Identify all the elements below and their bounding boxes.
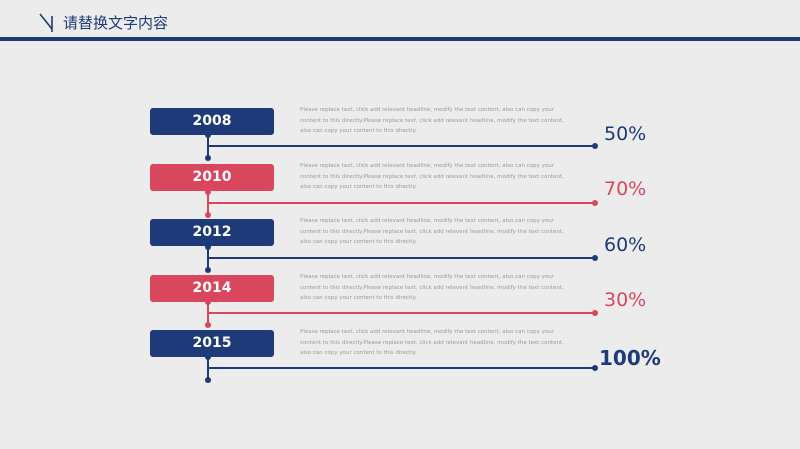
timeline-end-dot: [592, 365, 598, 371]
year-label-2014: 2014: [150, 275, 274, 302]
timeline-dot: [205, 354, 211, 360]
header-slash-icon: [39, 13, 53, 32]
year-label-2012: 2012: [150, 219, 274, 246]
percent-value: 70%: [604, 178, 647, 200]
timeline-description: Please replace text, click add relevant …: [300, 274, 564, 301]
timeline-dot: [205, 377, 211, 383]
percent-value: 50%: [604, 123, 647, 145]
timeline-end-dot: [592, 255, 598, 261]
year-label-2008: 2008: [150, 108, 274, 135]
timeline-dot: [205, 155, 211, 161]
timeline-end-dot: [592, 310, 598, 316]
timeline-connector-line: [208, 312, 595, 314]
timeline-dot: [205, 244, 211, 250]
timeline-dot: [205, 267, 211, 273]
timeline-connector-line: [208, 367, 595, 369]
timeline-description: Please replace text, click add relevant …: [300, 163, 564, 190]
timeline-dot: [205, 212, 211, 218]
timeline-connector-line: [208, 257, 595, 259]
timeline-description: Please replace text, click add relevant …: [300, 329, 564, 356]
timeline-description: Please replace text, click add relevant …: [300, 218, 564, 245]
timeline-end-dot: [592, 143, 598, 149]
percent-value: 30%: [604, 289, 647, 311]
timeline-dot: [205, 132, 211, 138]
page-title: 请替换文字内容: [63, 14, 169, 32]
timeline-end-dot: [592, 200, 598, 206]
timeline-dot: [205, 299, 211, 305]
timeline-dot: [205, 322, 211, 328]
year-label-2010: 2010: [150, 164, 274, 191]
header-divider: [0, 37, 800, 41]
percent-value: 100%: [599, 346, 661, 370]
percent-value: 60%: [604, 234, 647, 256]
timeline-dot: [205, 189, 211, 195]
timeline-connector-line: [208, 145, 595, 147]
timeline-connector-line: [208, 202, 595, 204]
timeline-description: Please replace text, click add relevant …: [300, 107, 564, 134]
year-label-2015: 2015: [150, 330, 274, 357]
